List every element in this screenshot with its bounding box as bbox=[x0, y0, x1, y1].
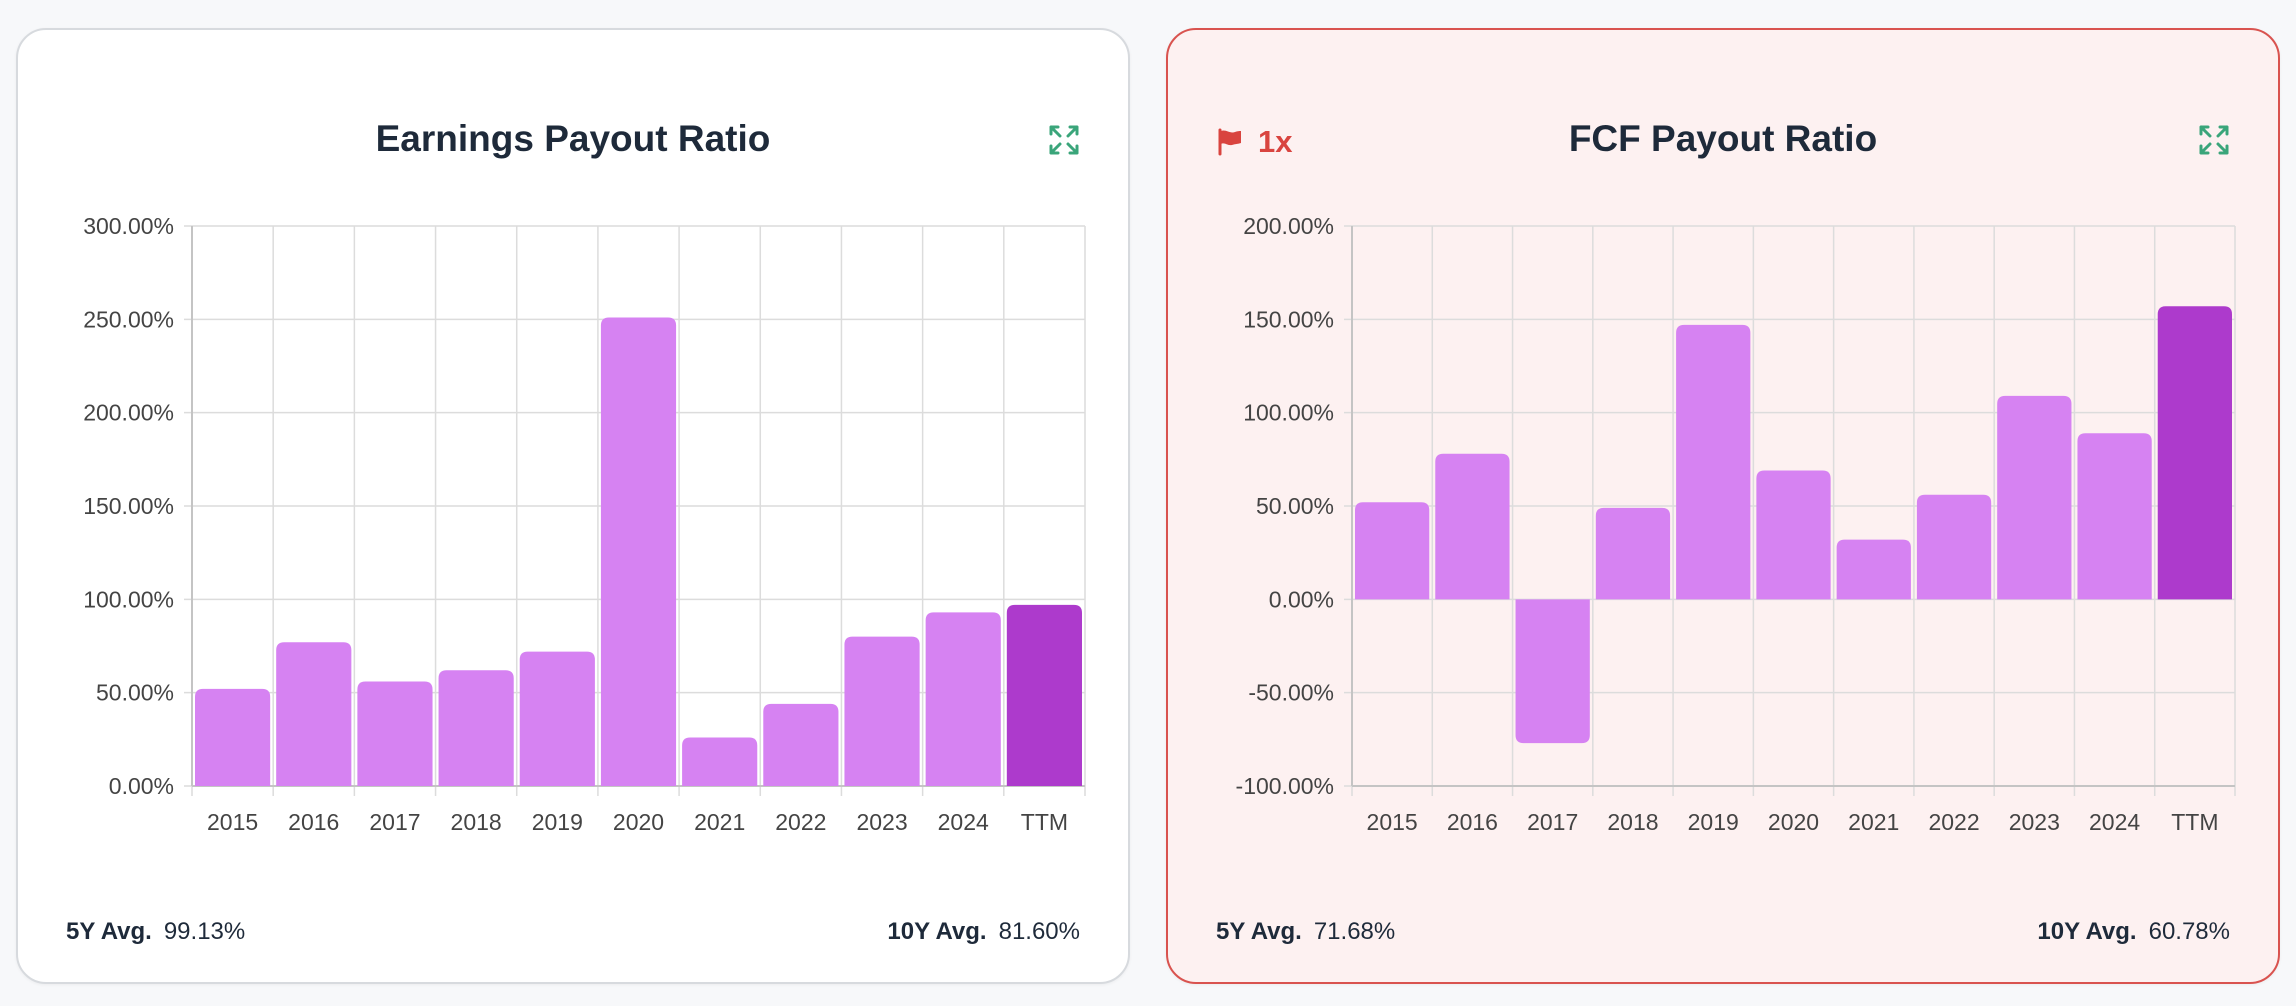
bar-2022[interactable] bbox=[1916, 494, 1992, 600]
x-tick-label: 2017 bbox=[369, 809, 420, 835]
bar-2019[interactable] bbox=[1676, 324, 1751, 600]
y-tick-label: 0.00% bbox=[1269, 586, 1334, 612]
x-tick-label: 2015 bbox=[1367, 809, 1418, 835]
x-tick-label: 2023 bbox=[2009, 809, 2060, 835]
avg-10y: 10Y Avg. 81.60% bbox=[887, 918, 1080, 946]
x-tick-label: 2019 bbox=[1688, 809, 1739, 835]
x-tick-label: 2018 bbox=[1607, 809, 1658, 835]
y-tick-label: 150.00% bbox=[83, 493, 174, 519]
expand-icon[interactable] bbox=[1048, 124, 1080, 156]
bar-2015[interactable] bbox=[195, 688, 271, 786]
avg-5y-value: 71.68% bbox=[1313, 918, 1396, 945]
bar-2017[interactable] bbox=[1515, 599, 1590, 744]
card-title: FCF Payout Ratio bbox=[1568, 118, 1878, 159]
x-tick-label: 2018 bbox=[451, 809, 502, 835]
y-tick-label: 50.00% bbox=[96, 680, 174, 706]
flag-count: 1x bbox=[1258, 124, 1293, 159]
y-tick-label: 300.00% bbox=[83, 213, 174, 239]
x-tick-label: TTM bbox=[1021, 809, 1068, 835]
bar-2024[interactable] bbox=[2077, 433, 2152, 600]
bar-2018[interactable] bbox=[438, 670, 514, 786]
bar-2024[interactable] bbox=[925, 612, 1001, 786]
avg-5y-label: 5Y Avg. bbox=[66, 918, 152, 945]
bar-2023[interactable] bbox=[1997, 395, 2072, 600]
avg-10y-label: 10Y Avg. bbox=[2037, 918, 2137, 945]
bar-2020[interactable] bbox=[1756, 470, 1831, 600]
flag-indicator[interactable]: 1x bbox=[1216, 124, 1292, 160]
x-tick-label: 2016 bbox=[1447, 809, 1498, 835]
x-tick-label: 2024 bbox=[2089, 809, 2140, 835]
y-tick-label: 200.00% bbox=[83, 400, 174, 426]
x-tick-label: 2020 bbox=[613, 809, 664, 835]
x-tick-label: 2019 bbox=[532, 809, 583, 835]
expand-icon[interactable] bbox=[2198, 124, 2230, 156]
x-tick-label: 2021 bbox=[1848, 809, 1899, 835]
x-tick-label: 2016 bbox=[288, 809, 339, 835]
y-tick-label: 100.00% bbox=[1243, 400, 1334, 426]
x-tick-label: 2022 bbox=[775, 809, 826, 835]
card-title: Earnings Payout Ratio bbox=[375, 118, 771, 159]
bar-2020[interactable] bbox=[600, 317, 677, 786]
earnings-payout-card: Earnings Payout Ratio 0.00% 50.00% 100.00%… bbox=[16, 28, 1130, 984]
y-tick-label: -50.00% bbox=[1248, 680, 1334, 706]
x-tick-label: 2015 bbox=[207, 809, 258, 835]
x-tick-label: 2023 bbox=[856, 809, 907, 835]
bar-2015[interactable] bbox=[1355, 502, 1430, 600]
avg-10y: 10Y Avg. 60.78% bbox=[2037, 918, 2230, 946]
bar-2019[interactable] bbox=[519, 651, 595, 786]
avg-10y-value: 60.78% bbox=[2148, 918, 2230, 945]
y-tick-label: 0.00% bbox=[109, 773, 174, 799]
avg-10y-label: 10Y Avg. bbox=[887, 918, 987, 945]
avg-5y: 5Y Avg. 99.13% bbox=[66, 918, 245, 946]
flag-icon bbox=[1218, 128, 1241, 156]
avg-5y-value: 99.13% bbox=[163, 918, 246, 945]
bar-TTM[interactable] bbox=[1006, 604, 1082, 786]
bar-2016[interactable] bbox=[1435, 453, 1510, 600]
y-tick-label: -100.00% bbox=[1236, 773, 1334, 799]
y-tick-label: 250.00% bbox=[83, 306, 174, 332]
y-tick-label: 150.00% bbox=[1243, 306, 1334, 332]
bar-2021[interactable] bbox=[682, 737, 758, 786]
bar-2018[interactable] bbox=[1595, 507, 1671, 600]
bar-TTM[interactable] bbox=[2157, 306, 2232, 600]
avg-5y-label: 5Y Avg. bbox=[1216, 918, 1302, 945]
y-tick-label: 50.00% bbox=[1256, 493, 1334, 519]
x-tick-label: 2020 bbox=[1768, 809, 1819, 835]
bar-2021[interactable] bbox=[1836, 539, 1911, 600]
x-tick-label: 2021 bbox=[694, 809, 745, 835]
bar-2022[interactable] bbox=[763, 703, 839, 786]
x-tick-label: 2024 bbox=[938, 809, 989, 835]
y-tick-label: 100.00% bbox=[83, 586, 174, 612]
y-tick-label: 200.00% bbox=[1243, 213, 1334, 239]
avg-5y: 5Y Avg. 71.68% bbox=[1216, 918, 1395, 946]
x-tick-label: TTM bbox=[2171, 809, 2218, 835]
bar-2023[interactable] bbox=[844, 636, 920, 786]
bar-2017[interactable] bbox=[357, 681, 433, 786]
x-tick-label: 2022 bbox=[1928, 809, 1979, 835]
fcf-payout-card: 1x FCF Payout Ratio -100.00% -50.00% 0.00%… bbox=[1166, 28, 2280, 984]
fcf-payout-chart: -100.00% -50.00% 0.00% 50.00% 100.00% 150.00%… bbox=[1236, 213, 2236, 835]
earnings-payout-chart: 0.00% 50.00% 100.00% 150.00% 200.00% 250.00% 3… bbox=[83, 213, 1086, 835]
bar-2016[interactable] bbox=[276, 642, 352, 786]
avg-10y-value: 81.60% bbox=[998, 918, 1080, 945]
x-tick-label: 2017 bbox=[1527, 809, 1578, 835]
